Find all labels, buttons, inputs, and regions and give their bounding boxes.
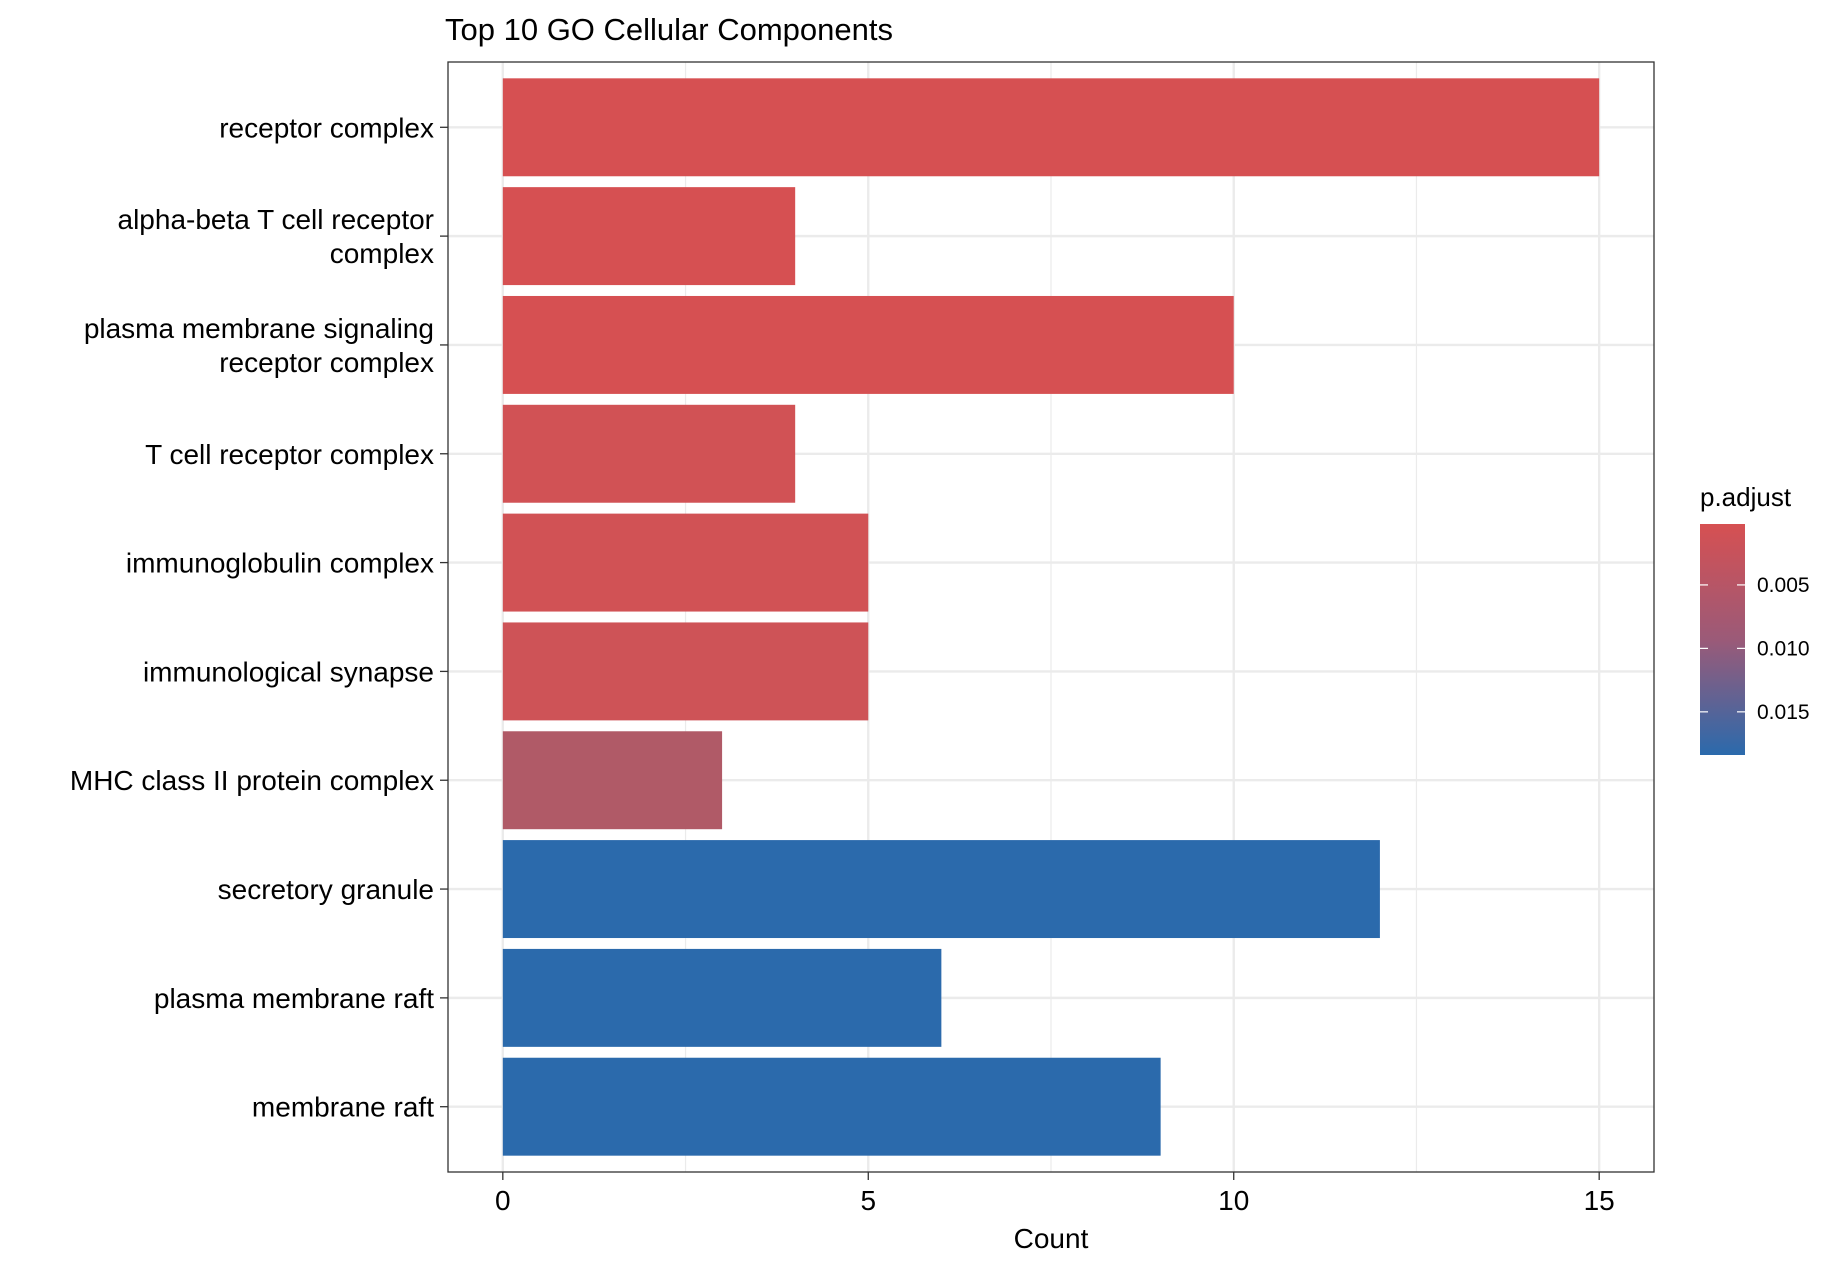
y-tick-label: plasma membrane signaling	[84, 313, 434, 344]
legend-ticks: 0.005 0.010 0.015	[1700, 574, 1810, 724]
legend: p.adjust 0.005 0.010 0.015	[1700, 482, 1810, 755]
y-tick-label: membrane raft	[252, 1092, 434, 1123]
bar	[502, 78, 1600, 177]
x-tick-label: 15	[1584, 1185, 1615, 1216]
y-tick-label: receptor complex	[219, 112, 434, 143]
bar	[502, 840, 1380, 939]
y-tick-label: complex	[330, 238, 434, 269]
bar	[502, 948, 942, 1047]
legend-title: p.adjust	[1700, 482, 1792, 512]
bar	[502, 731, 723, 830]
chart-title: Top 10 GO Cellular Components	[445, 12, 893, 47]
y-tick-label: T cell receptor complex	[145, 439, 434, 470]
legend-colorbar	[1700, 524, 1745, 755]
x-axis: 0 5 10 15	[495, 1172, 1615, 1216]
legend-tick-label: 0.005	[1757, 574, 1810, 597]
bar	[502, 622, 869, 721]
legend-tick-label: 0.010	[1757, 637, 1810, 660]
x-tick-label: 10	[1218, 1185, 1249, 1216]
x-axis-title: Count	[1014, 1223, 1089, 1254]
y-tick-label: immunoglobulin complex	[126, 548, 434, 579]
y-tick-label: plasma membrane raft	[154, 983, 434, 1014]
y-tick-label: receptor complex	[219, 347, 434, 378]
y-tick-label: secretory granule	[218, 874, 434, 905]
x-tick-label: 5	[860, 1185, 876, 1216]
y-tick-label: alpha-beta T cell receptor	[118, 204, 435, 235]
bar	[502, 295, 1234, 394]
bar	[502, 404, 796, 503]
y-tick-label: immunological synapse	[143, 656, 434, 687]
legend-tick-label: 0.015	[1757, 701, 1810, 724]
x-tick-label: 0	[495, 1185, 511, 1216]
y-axis: receptor complex alpha-beta T cell recept…	[70, 112, 448, 1123]
bar	[502, 187, 796, 286]
y-tick-label: MHC class II protein complex	[70, 765, 434, 796]
panel-border	[447, 61, 1655, 1173]
bars	[502, 78, 1600, 1156]
bar	[502, 513, 869, 612]
bar	[502, 1057, 1161, 1156]
